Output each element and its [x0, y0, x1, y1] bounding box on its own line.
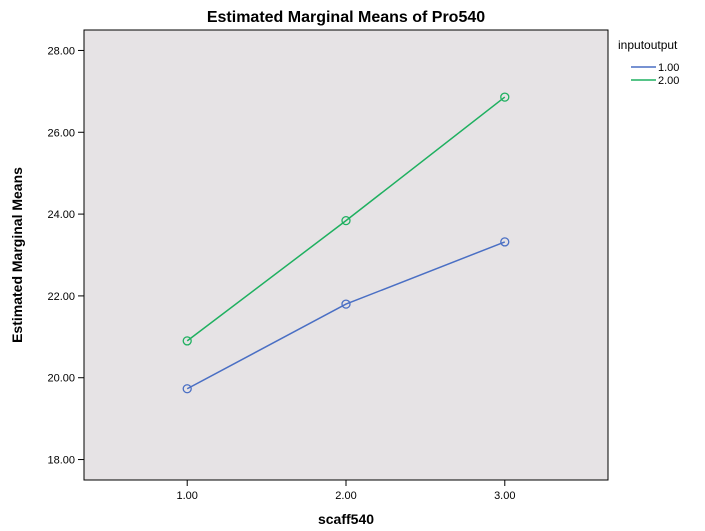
series-2.00	[182, 92, 510, 346]
data-point	[341, 215, 351, 226]
legend-label: 2.00	[658, 75, 679, 87]
chart-title: Estimated Marginal Means of Pro540	[207, 9, 485, 26]
data-point	[500, 237, 510, 247]
x-axis: 1.00 2.00 3.00	[177, 480, 515, 502]
y-tick-label: 18.00	[47, 455, 75, 467]
data-point	[182, 336, 192, 346]
y-tick-label: 22.00	[47, 291, 75, 303]
series-1.00	[182, 237, 510, 394]
x-tick-label: 1.00	[177, 490, 198, 502]
plot-area	[83, 29, 609, 481]
y-tick-label: 24.00	[47, 209, 75, 221]
x-axis-label: scaff540	[318, 511, 374, 527]
y-axis-label: Estimated Marginal Means	[9, 167, 25, 343]
x-tick-label: 3.00	[494, 490, 515, 502]
y-axis: 18.00 20.00 22.00 24.00 26.00 28.00	[47, 45, 84, 467]
y-tick-label: 26.00	[47, 127, 75, 139]
data-point	[182, 384, 192, 394]
legend-title: inputoutput	[618, 38, 678, 52]
legend-label: 1.00	[658, 62, 679, 74]
series-line	[186, 96, 506, 342]
legend: inputoutput 1.002.00	[618, 38, 679, 87]
x-tick-label: 2.00	[335, 490, 356, 502]
y-tick-label: 28.00	[47, 45, 75, 57]
series-line	[186, 241, 506, 390]
y-tick-label: 20.00	[47, 373, 75, 385]
data-point	[341, 299, 351, 309]
data-point	[500, 92, 510, 102]
series-layer	[182, 92, 510, 394]
